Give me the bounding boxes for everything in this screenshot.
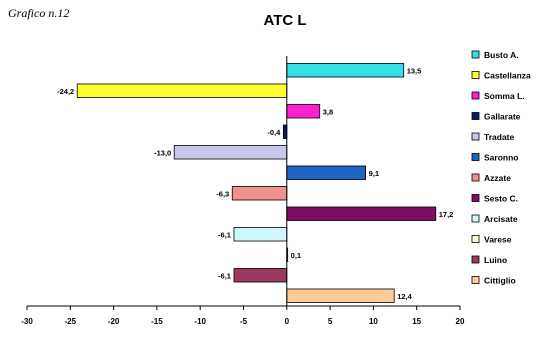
legend-entry-saronno: Saronno (484, 153, 518, 163)
legend-swatch-luino (471, 255, 480, 264)
legend-swatch-varese (471, 235, 480, 243)
bar-azzate (231, 186, 288, 201)
bar-saronno (286, 165, 367, 180)
legend-swatch-castellanza (471, 71, 480, 79)
data-label-busto-a: 13,5 (407, 66, 422, 75)
legend-swatch-cittiglio (471, 276, 480, 284)
legend-entry-tradate: Tradate (484, 132, 515, 142)
data-label-castellanza: -24,2 (57, 87, 74, 96)
legend-entry-cittiglio: Cittiglio (484, 276, 516, 286)
x-tick-label: -5 (240, 317, 248, 326)
legend-entry-sesto-c: Sesto C. (484, 194, 518, 204)
bar-busto-a (286, 63, 405, 78)
data-label-somma-l: 3,8 (323, 107, 333, 116)
legend-swatch-sesto-c (471, 194, 480, 202)
bar-tradate (173, 145, 288, 160)
data-label-varese: 0,1 (291, 251, 301, 260)
legend-entry-gallarate: Gallarate (484, 112, 521, 122)
data-label-tradate: -13,0 (154, 148, 171, 157)
legend-entry-azzate: Azzate (484, 173, 511, 183)
x-tick-label: 0 (285, 317, 290, 326)
chart-caption: Grafico n.12 (8, 6, 70, 20)
legend-swatch-arcisate (471, 214, 480, 223)
legend-swatch-somma-l (471, 91, 480, 100)
bar-somma-l (286, 104, 321, 119)
x-tick-label: 10 (369, 317, 378, 326)
bar-cittiglio (286, 288, 395, 303)
x-tick-label: -20 (108, 317, 120, 326)
data-label-azzate: -6,3 (216, 189, 229, 198)
data-label-luino: -6,1 (218, 271, 231, 280)
x-tick-label: -30 (21, 317, 33, 326)
x-tick-label: -15 (151, 317, 163, 326)
data-label-cittiglio: 12,4 (397, 292, 412, 301)
chart-title: ATC L (263, 12, 307, 29)
bar-castellanza (76, 83, 288, 98)
x-tick-label: 5 (328, 317, 333, 326)
legend-swatch-saronno (471, 153, 480, 161)
legend-swatch-gallarate (471, 112, 480, 120)
legend-entry-arcisate: Arcisate (484, 214, 518, 224)
legend-entry-varese: Varese (484, 235, 512, 245)
legend-entry-somma-l: Somma L. (484, 91, 525, 101)
data-label-arcisate: -6,1 (218, 230, 231, 239)
x-tick-label: -10 (194, 317, 206, 326)
legend-entry-luino: Luino (484, 255, 507, 265)
bar-gallarate (282, 124, 288, 139)
bar-sesto-c (286, 206, 437, 221)
legend-swatch-azzate (471, 173, 480, 182)
bar-luino (233, 268, 288, 283)
legend-entry-castellanza: Castellanza (484, 71, 531, 81)
data-label-gallarate: -0,4 (267, 128, 281, 137)
x-tick-label: 15 (412, 317, 421, 326)
x-tick-label: -25 (65, 317, 77, 326)
legend-swatch-busto-a (471, 50, 480, 59)
data-label-sesto-c: 17,2 (439, 210, 454, 219)
x-tick-label: 20 (456, 317, 465, 326)
bar-arcisate (233, 227, 288, 242)
data-label-saronno: 9,1 (369, 169, 379, 178)
legend-swatch-tradate (471, 132, 480, 141)
legend-entry-busto-a: Busto A. (484, 50, 519, 60)
